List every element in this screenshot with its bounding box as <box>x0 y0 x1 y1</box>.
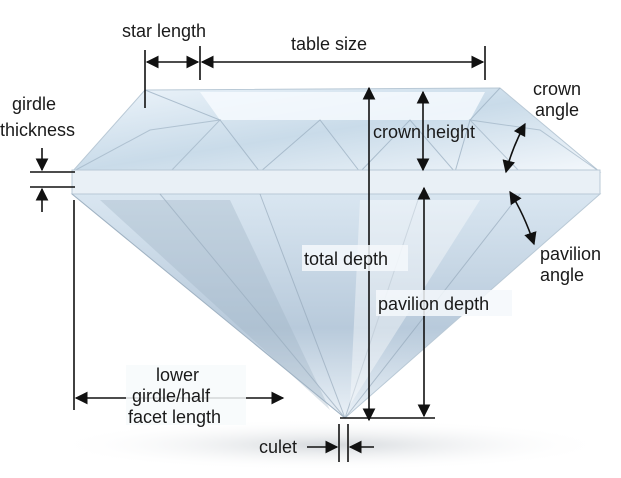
culet-label: culet <box>259 437 297 457</box>
pavilion-angle-label-line2: angle <box>540 265 584 285</box>
pavilion-dark-facet <box>100 200 330 410</box>
crown-height-label: crown height <box>373 122 475 142</box>
pavilion-angle-dimension: pavilion angle <box>509 190 601 285</box>
lower-girdle-label-line1: lower <box>156 365 199 385</box>
pavilion-angle-label-line1: pavilion <box>540 244 601 264</box>
diamond-girdle <box>71 169 601 195</box>
crown-facet-lines-2 <box>71 119 222 173</box>
lower-girdle-dimension: lower girdle/half facet length <box>73 200 285 427</box>
diamond-table <box>200 92 485 120</box>
crown-angle-label-line2: angle <box>535 100 579 120</box>
star-length-label: star length <box>122 21 206 41</box>
pavilion-depth-dimension: pavilion depth <box>340 186 512 419</box>
girdle-thickness-label-line1: girdle <box>12 94 56 114</box>
crown-height-dimension: crown height <box>373 90 475 172</box>
culet-dimension: culet <box>259 424 374 462</box>
crown-angle-arc <box>502 122 526 174</box>
table-size-label: table size <box>291 34 367 54</box>
total-depth-dimension: total depth <box>302 86 408 422</box>
lower-girdle-label-line2: girdle/half <box>132 386 211 406</box>
table-size-dimension: table size <box>200 34 486 80</box>
pavilion-depth-label-bg <box>376 290 512 316</box>
girdle-thickness-label-line2: thickness <box>0 120 75 140</box>
lower-girdle-label-bg <box>126 365 246 425</box>
pavilion-angle-arc <box>509 190 537 246</box>
total-depth-label: total depth <box>304 249 388 269</box>
star-length-dimension: star length <box>122 21 206 108</box>
pavilion-depth-label: pavilion depth <box>378 294 489 314</box>
crown-angle-label-line1: crown <box>533 79 581 99</box>
girdle-thickness-dimension: girdle thickness <box>0 94 75 212</box>
lower-girdle-label-line3: facet length <box>128 407 221 427</box>
total-depth-label-bg <box>302 245 408 271</box>
crown-angle-dimension: crown angle <box>502 79 581 174</box>
